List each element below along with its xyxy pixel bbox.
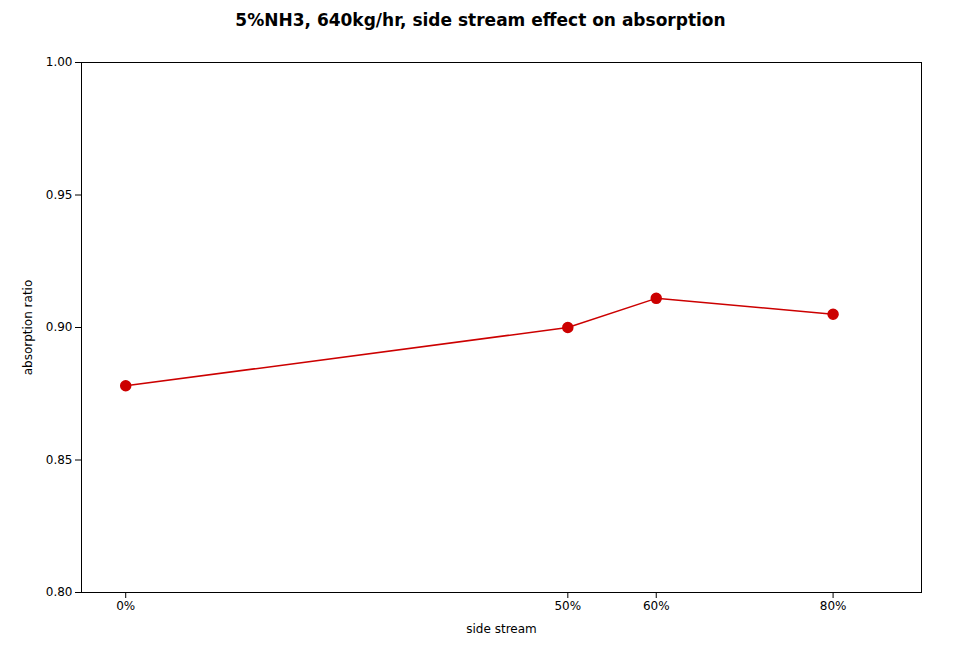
svg-text:0.80: 0.80 bbox=[45, 585, 72, 599]
svg-text:0.90: 0.90 bbox=[45, 320, 72, 334]
svg-text:0.85: 0.85 bbox=[45, 453, 72, 467]
svg-text:absorption ratio: absorption ratio bbox=[21, 280, 35, 376]
svg-text:80%: 80% bbox=[819, 599, 846, 613]
svg-text:1.00: 1.00 bbox=[45, 55, 72, 69]
svg-text:50%: 50% bbox=[554, 599, 581, 613]
html-text:5%NH3, 640kg/hr, side stream e: 5%NH3, 640kg/hr, side stream effect on a… bbox=[235, 10, 726, 30]
svg-text:60%: 60% bbox=[642, 599, 669, 613]
svg-text:side stream: side stream bbox=[466, 622, 536, 636]
svg-text:0%: 0% bbox=[116, 599, 135, 613]
svg-text:0.95: 0.95 bbox=[45, 188, 72, 202]
